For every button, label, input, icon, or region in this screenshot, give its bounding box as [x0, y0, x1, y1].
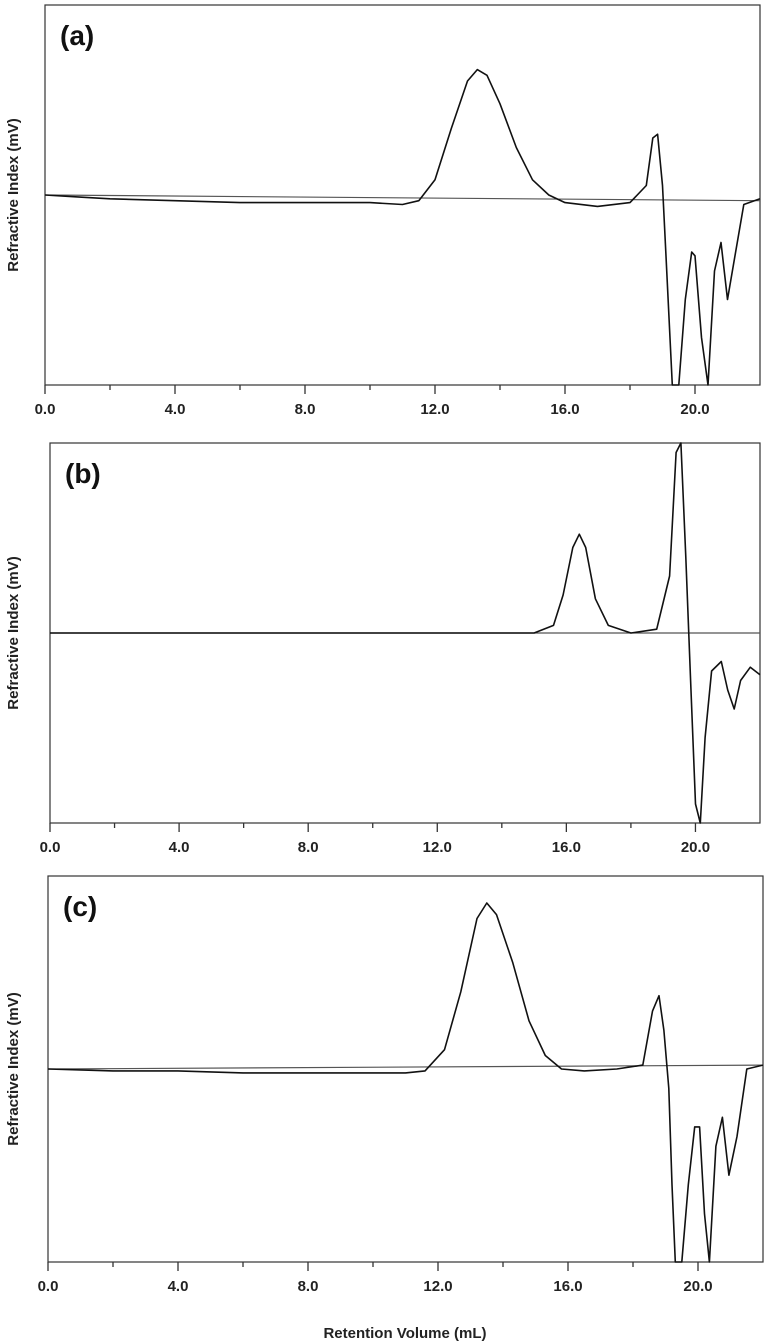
x-tick-label: 16.0 — [552, 839, 581, 856]
y-axis-label: Refractive Index (mV) — [5, 556, 22, 709]
x-tick-label: 4.0 — [165, 401, 186, 418]
panel-3: 0.0 4.0 8.0 12.0 16.0 20.0 Refractive Index (m… — [5, 875, 764, 1295]
x-tick-label: 20.0 — [681, 839, 710, 856]
baseline — [47, 1064, 764, 1070]
x-tick-label: 16.0 — [553, 1278, 582, 1295]
panel-label: (a) — [60, 20, 94, 51]
signal-trace — [50, 442, 761, 824]
plot-frame — [44, 4, 761, 386]
baseline — [44, 194, 761, 202]
x-tick-label: 0.0 — [38, 1278, 59, 1295]
x-axis-label: Retention Volume (mL) — [323, 1325, 486, 1342]
x-tick-label: 16.0 — [550, 401, 579, 418]
signal-trace — [44, 68, 761, 386]
panel-2: 0.0 4.0 8.0 12.0 16.0 20.0 Refractive Index (m… — [5, 442, 761, 856]
x-tick-label: 8.0 — [295, 401, 316, 418]
x-tick-label: 4.0 — [168, 1278, 189, 1295]
panel-label: (c) — [63, 891, 97, 922]
panel-label: (b) — [65, 458, 101, 489]
x-tick-label: 4.0 — [169, 839, 190, 856]
x-tick-label: 12.0 — [420, 401, 449, 418]
x-tick-label: 20.0 — [680, 401, 709, 418]
x-tick-label: 12.0 — [423, 839, 452, 856]
x-tick-label: 0.0 — [40, 839, 61, 856]
y-axis-label: Refractive Index (mV) — [5, 992, 22, 1145]
x-tick-label: 8.0 — [298, 839, 319, 856]
signal-trace — [47, 902, 764, 1263]
x-tick-label: 0.0 — [35, 401, 56, 418]
x-tick-label: 12.0 — [423, 1278, 452, 1295]
y-axis-label: Refractive Index (mV) — [5, 118, 22, 271]
x-tick-label: 8.0 — [298, 1278, 319, 1295]
x-tick-label: 20.0 — [683, 1278, 712, 1295]
panel-1: 0.0 4.0 8.0 12.0 16.0 20.0 Refractive Index (m… — [5, 4, 761, 418]
